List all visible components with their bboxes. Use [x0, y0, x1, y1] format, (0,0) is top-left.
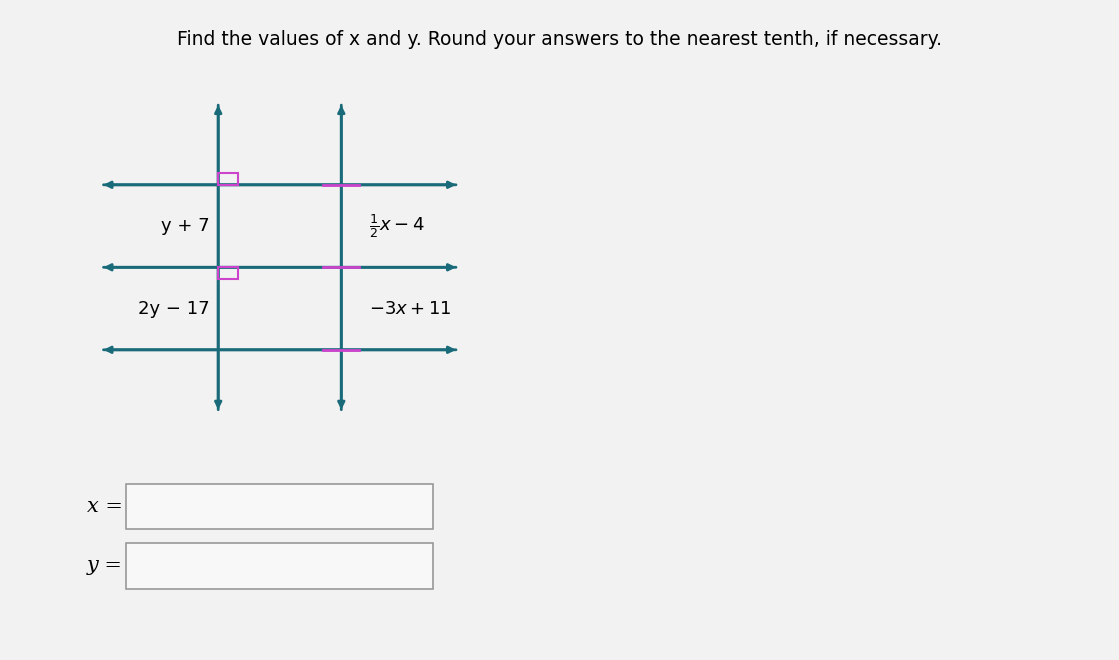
FancyBboxPatch shape	[126, 543, 433, 589]
Text: Find the values of x and y. Round your answers to the nearest tenth, if necessar: Find the values of x and y. Round your a…	[177, 30, 942, 49]
Bar	[218, 173, 238, 185]
Text: $-3x + 11$: $-3x + 11$	[369, 300, 452, 317]
Text: y + 7: y + 7	[161, 217, 209, 235]
Text: y =: y =	[87, 556, 123, 576]
Text: 2y − 17: 2y − 17	[138, 300, 209, 317]
Bar	[218, 267, 238, 279]
FancyBboxPatch shape	[126, 484, 433, 529]
Text: $\frac{1}{2}$$x - 4$: $\frac{1}{2}$$x - 4$	[369, 212, 425, 240]
Text: x =: x =	[87, 497, 123, 516]
